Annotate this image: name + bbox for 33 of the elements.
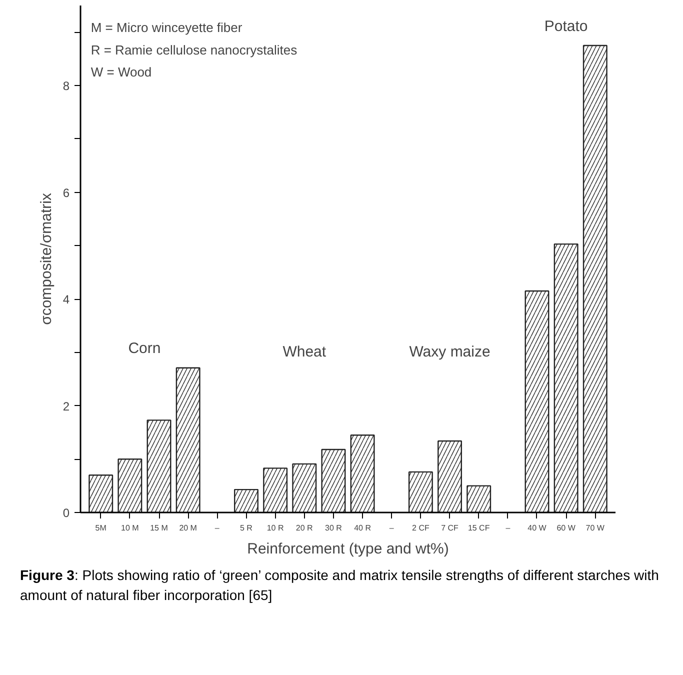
x-tick-label: 70 W — [586, 524, 605, 532]
annotation: W = Wood — [90, 64, 152, 80]
x-tick-label: 20 M — [179, 524, 198, 532]
annotation: Wheat — [282, 343, 327, 360]
x-tick-label: 15 M — [150, 524, 168, 532]
x-tick-label: – — [506, 524, 511, 532]
x-tick-label: 10 R — [266, 524, 284, 532]
annotation: M = Micro winceyette fiber — [90, 20, 243, 35]
x-tick-label: 20 R — [296, 524, 314, 532]
annotation: Corn — [128, 340, 161, 358]
y-tick-label: 4 — [62, 292, 70, 307]
y-tick-label: 2 — [62, 399, 70, 414]
annotation: R = Ramie cellulose nanocrystalites — [90, 42, 298, 58]
x-tick-label: 5 R — [240, 524, 253, 532]
annotation: Potato — [544, 18, 588, 35]
x-tick-label: 60 W — [556, 524, 576, 532]
x-tick-label: 15 CF — [468, 524, 490, 532]
x-tick-label: – — [389, 524, 394, 532]
x-axis-title: Reinforcement (type and wt%) — [247, 540, 449, 558]
y-tick-label: 8 — [62, 79, 70, 94]
x-tick-label: 5M — [95, 524, 107, 532]
x-tick-label: 7 CF — [441, 524, 459, 532]
caption: Figure 3: Plots showing ratio of ‘green’ composite and matrix tensile strengths of different starches with amount of natural fiber incorporation [65] — [20, 566, 660, 605]
x-tick-label: 2 CF — [412, 524, 430, 532]
x-tick-label: 10 M — [121, 524, 140, 532]
x-tick-label: – — [214, 524, 220, 532]
annotation: Waxy maize — [409, 343, 490, 360]
y-tick-label: 0 — [62, 506, 70, 520]
x-tick-label: 40 W — [528, 524, 547, 532]
x-tick-label: 40 R — [354, 524, 372, 532]
y-tick-label: 6 — [62, 186, 70, 200]
x-tick-label: 30 R — [325, 524, 342, 532]
y-axis-title: σcomposite/σmatrix — [38, 192, 55, 325]
